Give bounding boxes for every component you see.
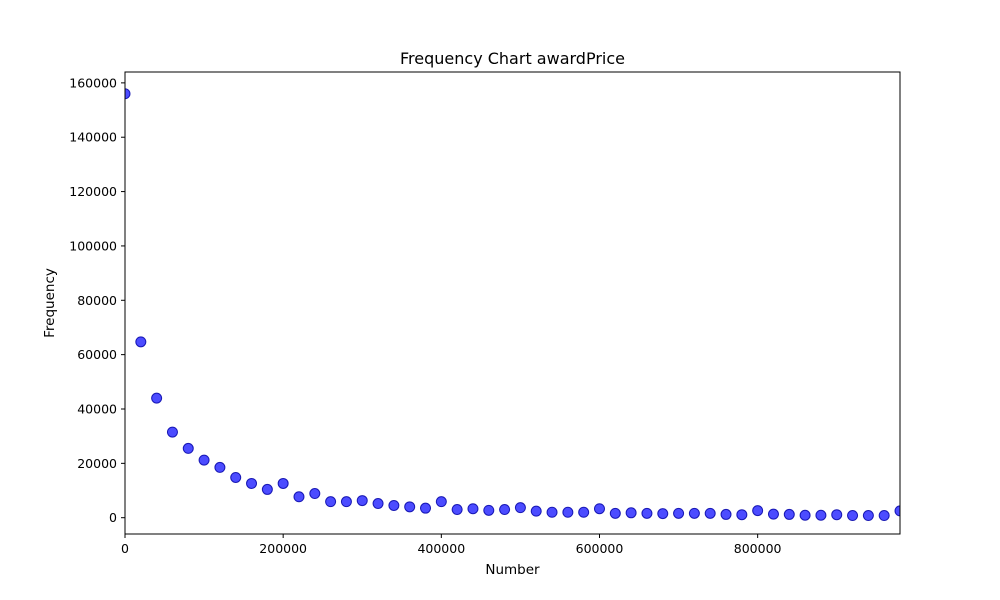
data-point [125,88,131,100]
data-point [752,505,764,517]
data-point [340,496,352,508]
y-tick-label: 140000 [69,130,117,145]
data-point [293,491,305,503]
data-point [530,505,542,517]
y-tick-label: 160000 [69,75,117,90]
data-point [720,508,732,520]
data-point [451,504,463,516]
y-tick-label: 100000 [69,238,117,253]
data-point [878,510,890,522]
data-point [166,426,178,438]
x-tick-label: 600000 [576,541,624,556]
data-point [182,442,194,454]
data-point [831,509,843,521]
data-point [151,392,163,404]
data-point [562,506,574,518]
data-point [261,483,273,495]
chart-title: Frequency Chart awardPrice [400,49,625,68]
data-point [214,461,226,473]
data-point [483,504,495,516]
data-point [609,507,621,519]
data-point [783,508,795,520]
data-point [673,507,685,519]
y-axis-label: Frequency [42,268,58,338]
data-point [815,509,827,521]
data-point [325,496,337,508]
y-tick-label: 80000 [77,293,117,308]
x-tick-label: 0 [121,541,129,556]
data-point [499,504,511,516]
data-point [514,502,526,514]
y-axis: 0 20000 40000 60000 80000 100000 120000 140000 1… [69,75,125,525]
data-point [404,501,416,513]
data-point [135,336,147,348]
x-tick-label: 400000 [417,541,465,556]
data-point [736,509,748,521]
data-point [372,498,384,510]
data-point [198,454,210,466]
y-tick-label: 0 [109,510,117,525]
data-point [799,509,811,521]
data-point [246,477,258,489]
x-tick-label: 200000 [259,541,307,556]
y-tick-label: 120000 [69,184,117,199]
y-tick-label: 40000 [77,401,117,416]
data-point [546,506,558,518]
x-axis: 0 200000 400000 600000 800000 [121,534,782,556]
data-point [894,505,900,517]
data-point [657,508,669,520]
x-tick-label: 800000 [734,541,782,556]
data-point [767,508,779,520]
data-point [641,507,653,519]
data-point [625,507,637,519]
data-point [847,510,859,522]
data-points [125,88,900,522]
data-point [435,496,447,508]
x-axis-label: Number [485,562,540,578]
data-point [388,499,400,511]
data-point [688,507,700,519]
data-point [277,477,289,489]
data-point [862,510,874,522]
data-point [356,495,368,507]
data-point [309,488,321,500]
data-point [420,502,432,514]
data-point [578,506,590,518]
y-tick-label: 20000 [77,456,117,471]
plot-frame [124,71,901,535]
data-point [467,503,479,515]
data-point [593,503,605,515]
y-tick-label: 60000 [77,347,117,362]
data-point [230,471,242,483]
data-point [704,507,716,519]
